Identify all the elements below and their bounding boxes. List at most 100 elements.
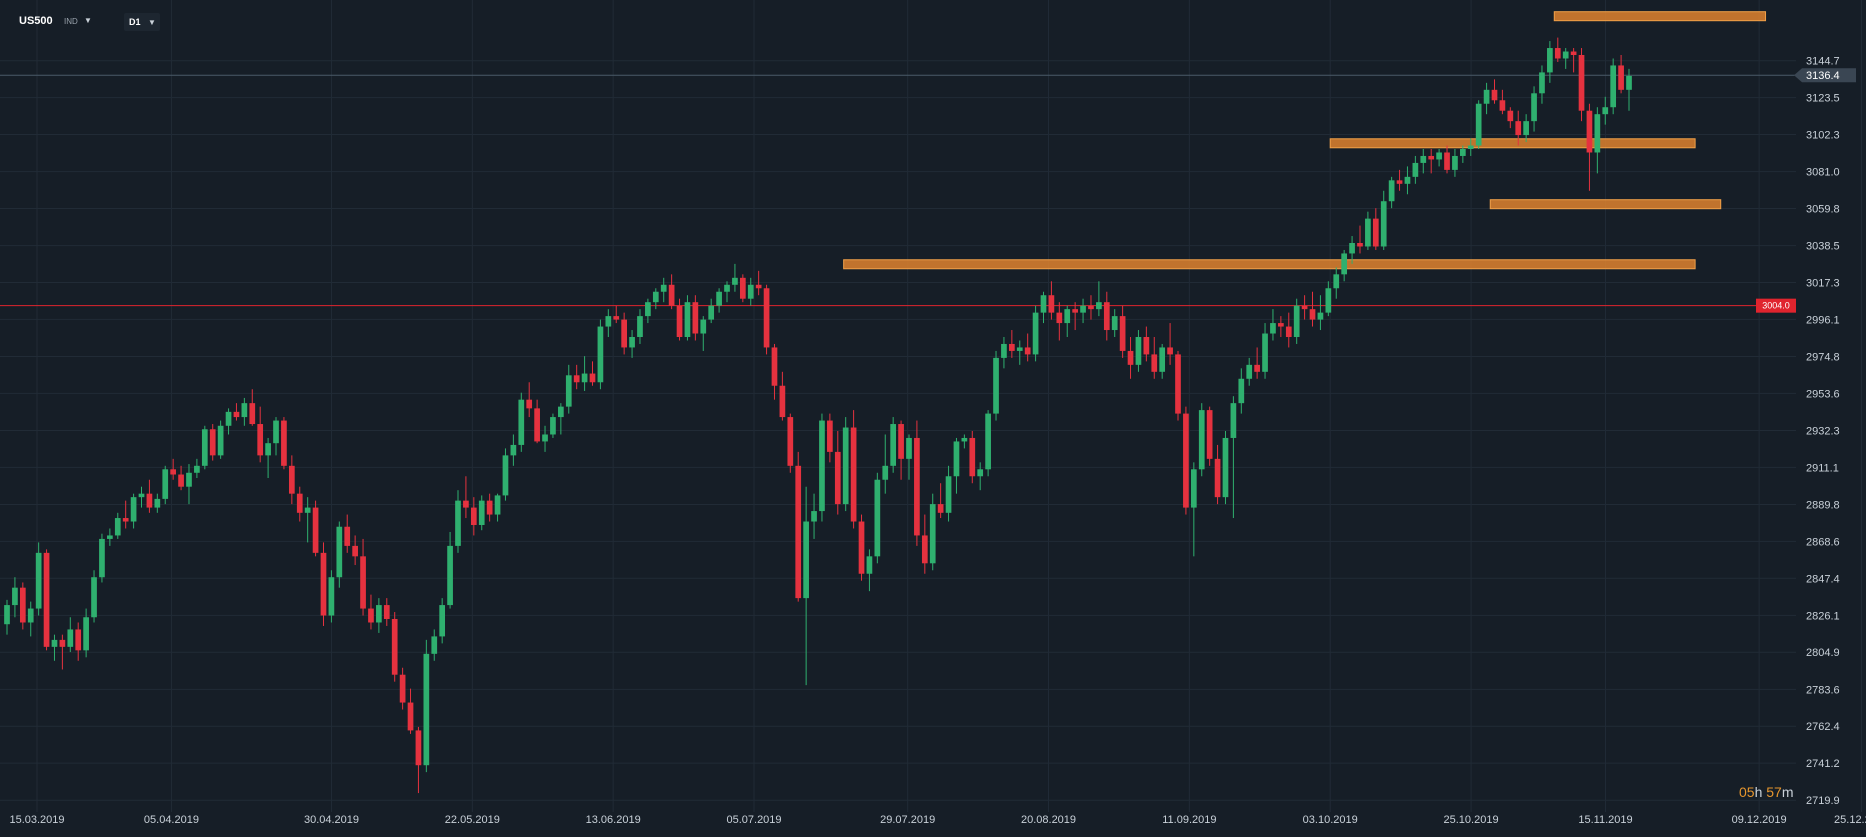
- candle: [19, 582, 26, 630]
- candle: [415, 726, 422, 794]
- price-zone[interactable]: [1489, 199, 1722, 210]
- candle: [795, 451, 802, 602]
- candle-body: [1222, 437, 1229, 498]
- candle-body: [209, 429, 216, 456]
- candle: [130, 493, 137, 529]
- candle-body: [755, 284, 762, 289]
- candle-body: [597, 326, 604, 383]
- chart-toolbar: US500 IND ▼ D1 ▼: [0, 0, 400, 44]
- candle-body: [589, 373, 596, 383]
- chevron-down-icon[interactable]: ▼: [84, 16, 92, 25]
- candle: [937, 483, 944, 519]
- candle: [1103, 291, 1110, 341]
- timeframe-selector[interactable]: D1 ▼: [124, 13, 160, 31]
- candle-body: [1024, 347, 1031, 355]
- candle-body: [146, 493, 153, 508]
- candle-body: [819, 420, 825, 512]
- candle: [1301, 295, 1308, 320]
- candle-body: [1198, 410, 1205, 470]
- candle-body: [811, 511, 817, 522]
- candle: [1214, 444, 1221, 505]
- candle: [1333, 267, 1340, 299]
- candle: [779, 371, 786, 421]
- candle: [700, 316, 707, 351]
- candle: [755, 270, 762, 296]
- symbol-name[interactable]: US500: [19, 15, 53, 27]
- candle-body: [1064, 309, 1071, 324]
- price-tick-label: 2996.1: [1806, 314, 1840, 326]
- candle-body: [1183, 413, 1189, 508]
- candle: [1309, 291, 1316, 327]
- price-zone[interactable]: [1329, 138, 1696, 149]
- candle: [890, 417, 897, 473]
- candle-body: [4, 605, 10, 625]
- price-zone[interactable]: [843, 259, 1696, 270]
- countdown-minutes-unit: m: [1781, 784, 1794, 800]
- candle: [676, 298, 683, 341]
- alert-price-tag[interactable]: 3004.0: [1756, 298, 1796, 313]
- candle-body: [1412, 162, 1419, 177]
- candle: [423, 639, 430, 773]
- price-axis[interactable]: 3144.7 3123.5 3102.3 3081.0 3059.8 3038.5 3017…: [1806, 56, 1840, 807]
- candle: [336, 521, 343, 588]
- candle-body: [201, 429, 208, 466]
- candle-body: [834, 451, 841, 505]
- candle: [1206, 406, 1213, 466]
- candle: [1428, 149, 1435, 174]
- candle: [1080, 298, 1086, 324]
- candle: [470, 497, 477, 536]
- candle: [1341, 249, 1348, 282]
- candle: [605, 309, 612, 337]
- candle-body: [376, 605, 382, 623]
- candle-body: [1317, 312, 1324, 320]
- candle-body: [1262, 333, 1268, 372]
- candle-body: [1467, 145, 1474, 149]
- candle: [1246, 357, 1253, 386]
- candle-body: [898, 424, 904, 459]
- candle-body: [779, 385, 786, 418]
- candle-body: [945, 476, 952, 513]
- candle: [1064, 305, 1071, 337]
- candle: [1626, 68, 1632, 111]
- candle: [1594, 107, 1601, 174]
- chevron-down-icon: ▼: [148, 18, 156, 27]
- date-tick-label: 15.11.2019: [1578, 814, 1632, 826]
- countdown-minutes: 57: [1766, 784, 1782, 800]
- candle: [99, 533, 105, 583]
- candle-body: [415, 730, 422, 766]
- price-zone[interactable]: [1553, 11, 1767, 22]
- candle: [35, 542, 42, 616]
- candle-body: [478, 500, 485, 525]
- candle: [1032, 305, 1039, 362]
- candle: [1167, 323, 1173, 365]
- candle: [312, 500, 319, 557]
- candle-body: [1190, 469, 1197, 508]
- candle-body: [288, 465, 295, 494]
- candle-body: [747, 284, 754, 299]
- candle-body: [969, 437, 976, 477]
- candle: [114, 512, 121, 539]
- date-axis[interactable]: 15.03.2019 05.04.2019 30.04.2019 22.05.2019…: [9, 814, 1866, 826]
- candle-body: [1547, 48, 1553, 73]
- candle-body: [1056, 312, 1063, 324]
- candle-body: [676, 305, 683, 337]
- candle-body: [99, 538, 105, 578]
- candle: [1547, 41, 1553, 83]
- candle: [1452, 149, 1458, 177]
- candle: [225, 408, 232, 435]
- candle: [1475, 100, 1482, 149]
- candle: [75, 622, 82, 661]
- candle: [4, 599, 10, 635]
- candle-body: [534, 408, 540, 442]
- candle: [304, 497, 311, 543]
- candle: [178, 465, 184, 491]
- candle-body: [1040, 295, 1047, 313]
- price-tick-label: 2974.8: [1806, 351, 1840, 363]
- candle-body: [1420, 155, 1427, 163]
- candle: [241, 397, 248, 426]
- support-resistance-zones[interactable]: [843, 11, 1767, 270]
- candle-body: [1080, 305, 1086, 313]
- candle: [1380, 190, 1387, 250]
- candle-body: [1088, 305, 1094, 310]
